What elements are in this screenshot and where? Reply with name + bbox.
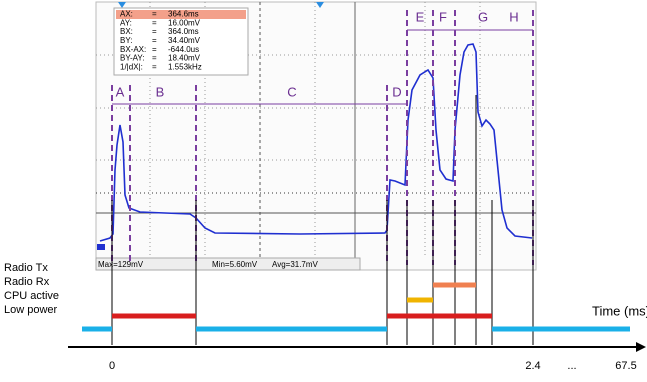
status-text: Min=5.60mV [212,260,258,269]
readout-text: = [152,27,157,36]
readout-text: -644.0us [168,45,199,54]
phase-label: E [416,9,425,24]
diagram: AX: = 364.6ms AY: = 16.00mV BX: = 364.0ms BY: = 34.… [0,0,647,377]
state-bars [82,285,630,329]
row-label: Radio Tx [4,262,48,274]
axis-label: 67.5 [615,360,636,372]
axis-arrow [636,342,646,352]
readout-text: = [152,54,157,63]
readout-text: BY: [120,36,132,45]
axis-label: 2.4 [525,360,540,372]
row-label: Low power [4,304,58,316]
phase-label: H [509,9,518,24]
status-text: Max=129mV [98,260,144,269]
phase-label: D [392,84,401,99]
readout-text: BX: [120,27,133,36]
readout-text: = [152,36,157,45]
axis-title: Time (ms) [592,303,647,318]
channel-marker [97,244,105,250]
readout-text: AX: [120,10,133,19]
readout-text: 16.00mV [168,18,201,27]
readout-text: = [152,45,157,54]
phase-label: A [116,84,125,99]
readout-text: 18.40mV [168,54,201,63]
phase-label: B [156,84,165,99]
phase-label: F [439,9,447,24]
status-text: Avg=31.7mV [272,260,319,269]
axis-label: 0 [109,360,115,372]
row-label: Radio Rx [4,276,50,288]
readout-text: BY-AY: [120,54,144,63]
readout-text: 1.553kHz [168,62,202,71]
readout-text: BX-AX: [120,45,146,54]
phase-label: C [287,84,296,99]
phase-label: G [478,9,488,24]
row-label: CPU active [4,290,59,302]
readout-text: 364.6ms [168,10,199,19]
readout-text: 1/|dX|: [120,62,143,71]
readout-text: = [152,18,157,27]
readout-text: 34.40mV [168,36,201,45]
readout-text: 364.0ms [168,27,199,36]
axis-label: ... [567,360,576,372]
readout-text: AY: [120,18,132,27]
readout-text: = [152,62,157,71]
readout-text: = [152,10,157,19]
